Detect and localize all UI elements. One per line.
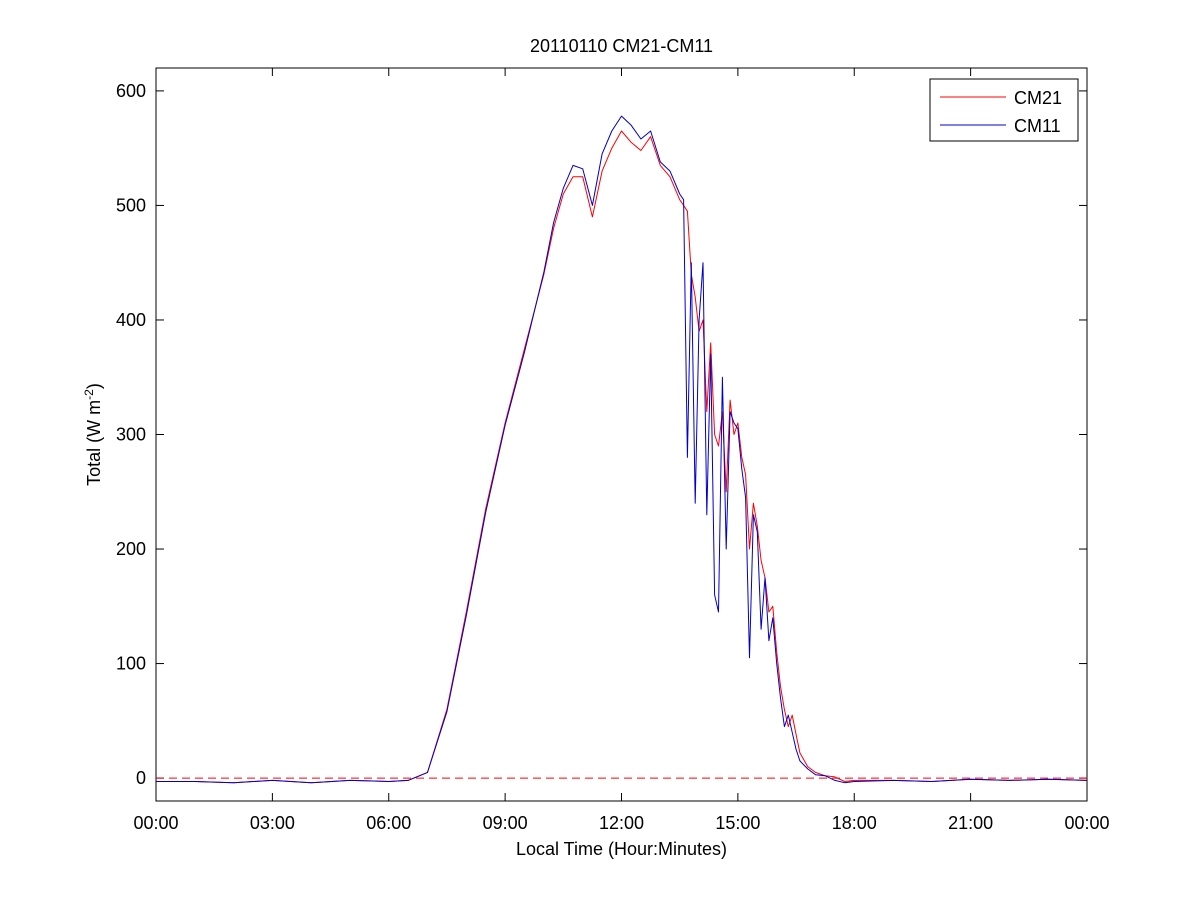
x-tick-label: 09:00 [483, 813, 528, 833]
chart-title: 20110110 CM21-CM11 [530, 36, 713, 56]
y-axis-title-close: ) [84, 383, 104, 389]
legend-box [929, 78, 1079, 142]
x-tick-label: 03:00 [250, 813, 295, 833]
axes-box [155, 67, 1088, 802]
y-tick-label: 300 [116, 425, 146, 445]
y-tick-label: 100 [116, 654, 146, 674]
y-axis: 0 100 200 300 400 500 600 [116, 81, 1087, 788]
x-tick-label: 18:00 [832, 813, 877, 833]
y-tick-label: 600 [116, 81, 146, 101]
legend-label-cm11: CM11 [1014, 116, 1061, 136]
series-line-cm11 [156, 115, 1088, 784]
x-axis: 00:00 03:00 06:00 09:00 12:00 15:00 18:00 21:00… [133, 68, 1110, 833]
y-axis-title-main: Total (W m [84, 400, 104, 486]
x-tick-label: 21:00 [948, 813, 993, 833]
x-tick-label: 15:00 [715, 813, 760, 833]
y-tick-label: 200 [116, 539, 146, 559]
y-tick-label: 500 [116, 195, 146, 215]
x-tick-label: 06:00 [366, 813, 411, 833]
y-tick-label: 400 [116, 310, 146, 330]
legend-label-cm21: CM21 [1014, 88, 1062, 108]
series-group [156, 115, 1088, 784]
y-axis-title: Total (W m-2) [82, 383, 104, 486]
series-line-cm21 [156, 130, 1088, 784]
legend: CM21 CM11 [929, 78, 1079, 142]
y-axis-title-sup: -2 [82, 389, 96, 400]
x-tick-label: 12:00 [599, 813, 644, 833]
x-tick-label: 00:00 [133, 813, 178, 833]
x-axis-title: Local Time (Hour:Minutes) [516, 839, 727, 859]
y-tick-label: 0 [136, 768, 146, 788]
x-tick-label: 00:00 [1064, 813, 1109, 833]
